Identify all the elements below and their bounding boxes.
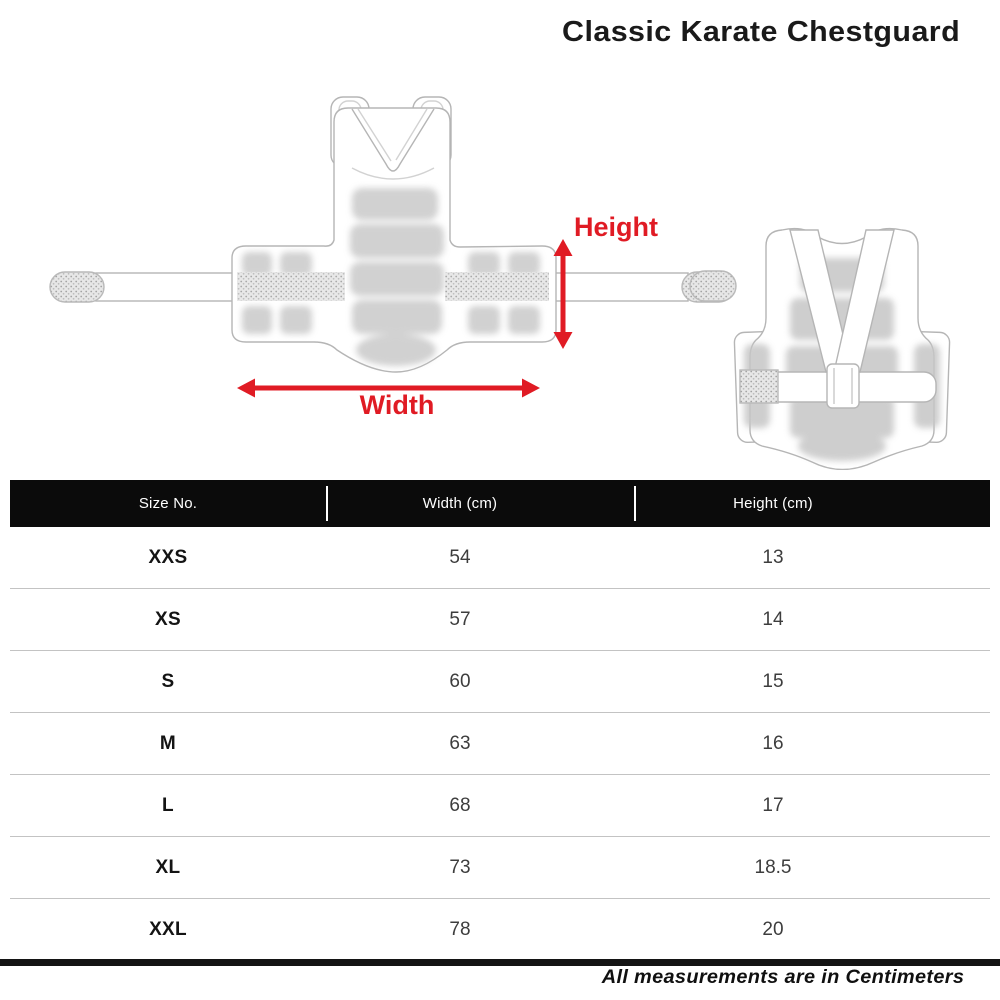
height-cell: 17: [762, 794, 784, 816]
width-cell: 63: [449, 732, 471, 754]
height-measure-label: Height: [574, 212, 658, 242]
v-neck-inner: [351, 108, 435, 180]
table-header-row: Size No. Width (cm) Height (cm): [10, 480, 990, 527]
header-size-no: Size No.: [138, 495, 198, 512]
page-title: Classic Karate Chestguard: [561, 16, 960, 48]
velcro-bands: [237, 272, 549, 301]
width-cell: 54: [449, 546, 471, 568]
bottom-divider: [0, 959, 1000, 966]
width-cell: 73: [449, 856, 471, 878]
height-cell: 15: [762, 670, 784, 692]
belt-strap-left: [49, 271, 237, 303]
width-arrow-icon: [237, 378, 540, 398]
size-cell: XL: [155, 856, 181, 878]
table-row: XXS 54 13: [10, 527, 990, 589]
size-cell: M: [159, 732, 177, 754]
height-cell: 14: [762, 608, 784, 630]
header-width-cm: Width (cm): [326, 486, 634, 521]
chestguard-back-view: [689, 227, 951, 470]
table-row: XL 73 18.5: [10, 837, 990, 899]
width-cell: 57: [449, 608, 471, 630]
table-row: L 68 17: [10, 775, 990, 837]
back-v-straps: [789, 229, 895, 373]
belt-buckle: [826, 363, 860, 409]
header-height-cm: Height (cm): [634, 486, 990, 521]
table-row: M 63 16: [10, 713, 990, 775]
width-cell: 68: [449, 794, 471, 816]
height-arrow-icon: [553, 239, 573, 349]
table-row: XXL 78 20: [10, 899, 990, 961]
height-cell: 13: [762, 546, 784, 568]
table-row: S 60 15: [10, 651, 990, 713]
size-chart-table: Size No. Width (cm) Height (cm) XXS 54 1…: [10, 480, 990, 961]
width-cell: 60: [449, 670, 471, 692]
chestguard-front-view: [49, 96, 735, 373]
measurements-footnote: All measurements are in Centimeters: [601, 967, 964, 988]
size-cell: XS: [155, 608, 181, 630]
front-padding-panels: [242, 188, 540, 366]
chestguard-diagram: [49, 96, 951, 470]
size-cell: XXL: [149, 919, 187, 940]
size-cell: L: [162, 794, 174, 816]
height-cell: 20: [762, 919, 784, 940]
size-cell: S: [161, 670, 175, 692]
height-cell: 18.5: [754, 856, 792, 878]
size-cell: XXS: [148, 546, 188, 568]
width-measure-label: Width: [359, 390, 435, 420]
height-cell: 16: [762, 732, 784, 754]
v-neck: [351, 108, 435, 172]
back-strap-end: [689, 270, 737, 302]
table-row: XS 57 14: [10, 589, 990, 651]
width-cell: 78: [449, 919, 471, 940]
